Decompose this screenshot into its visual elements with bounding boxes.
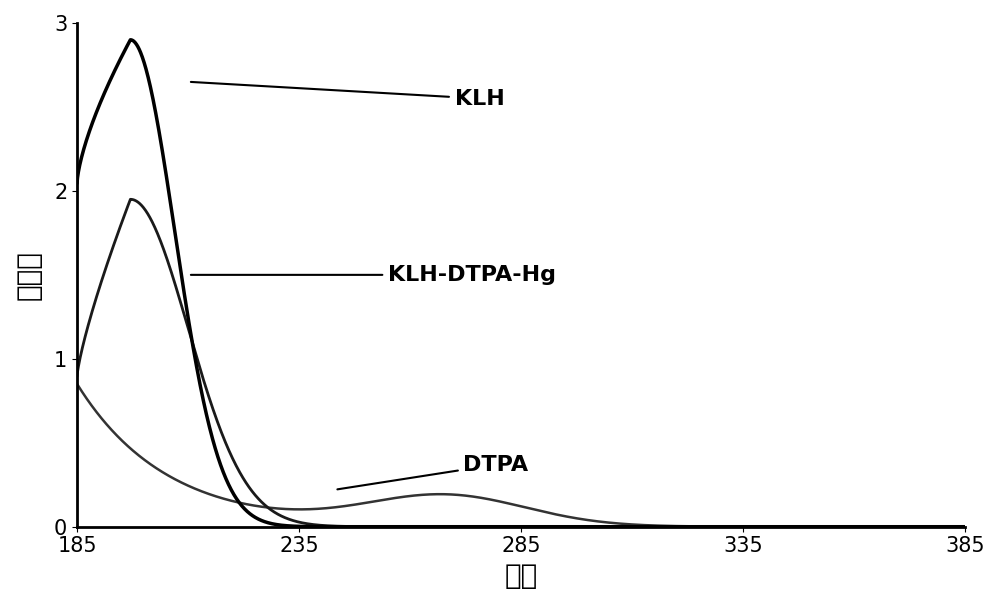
Text: KLH: KLH [191,82,504,108]
Text: DTPA: DTPA [337,454,529,489]
Y-axis label: 吸光度: 吸光度 [15,250,43,300]
Text: KLH-DTPA-Hg: KLH-DTPA-Hg [191,265,556,285]
X-axis label: 波长: 波长 [505,562,538,590]
